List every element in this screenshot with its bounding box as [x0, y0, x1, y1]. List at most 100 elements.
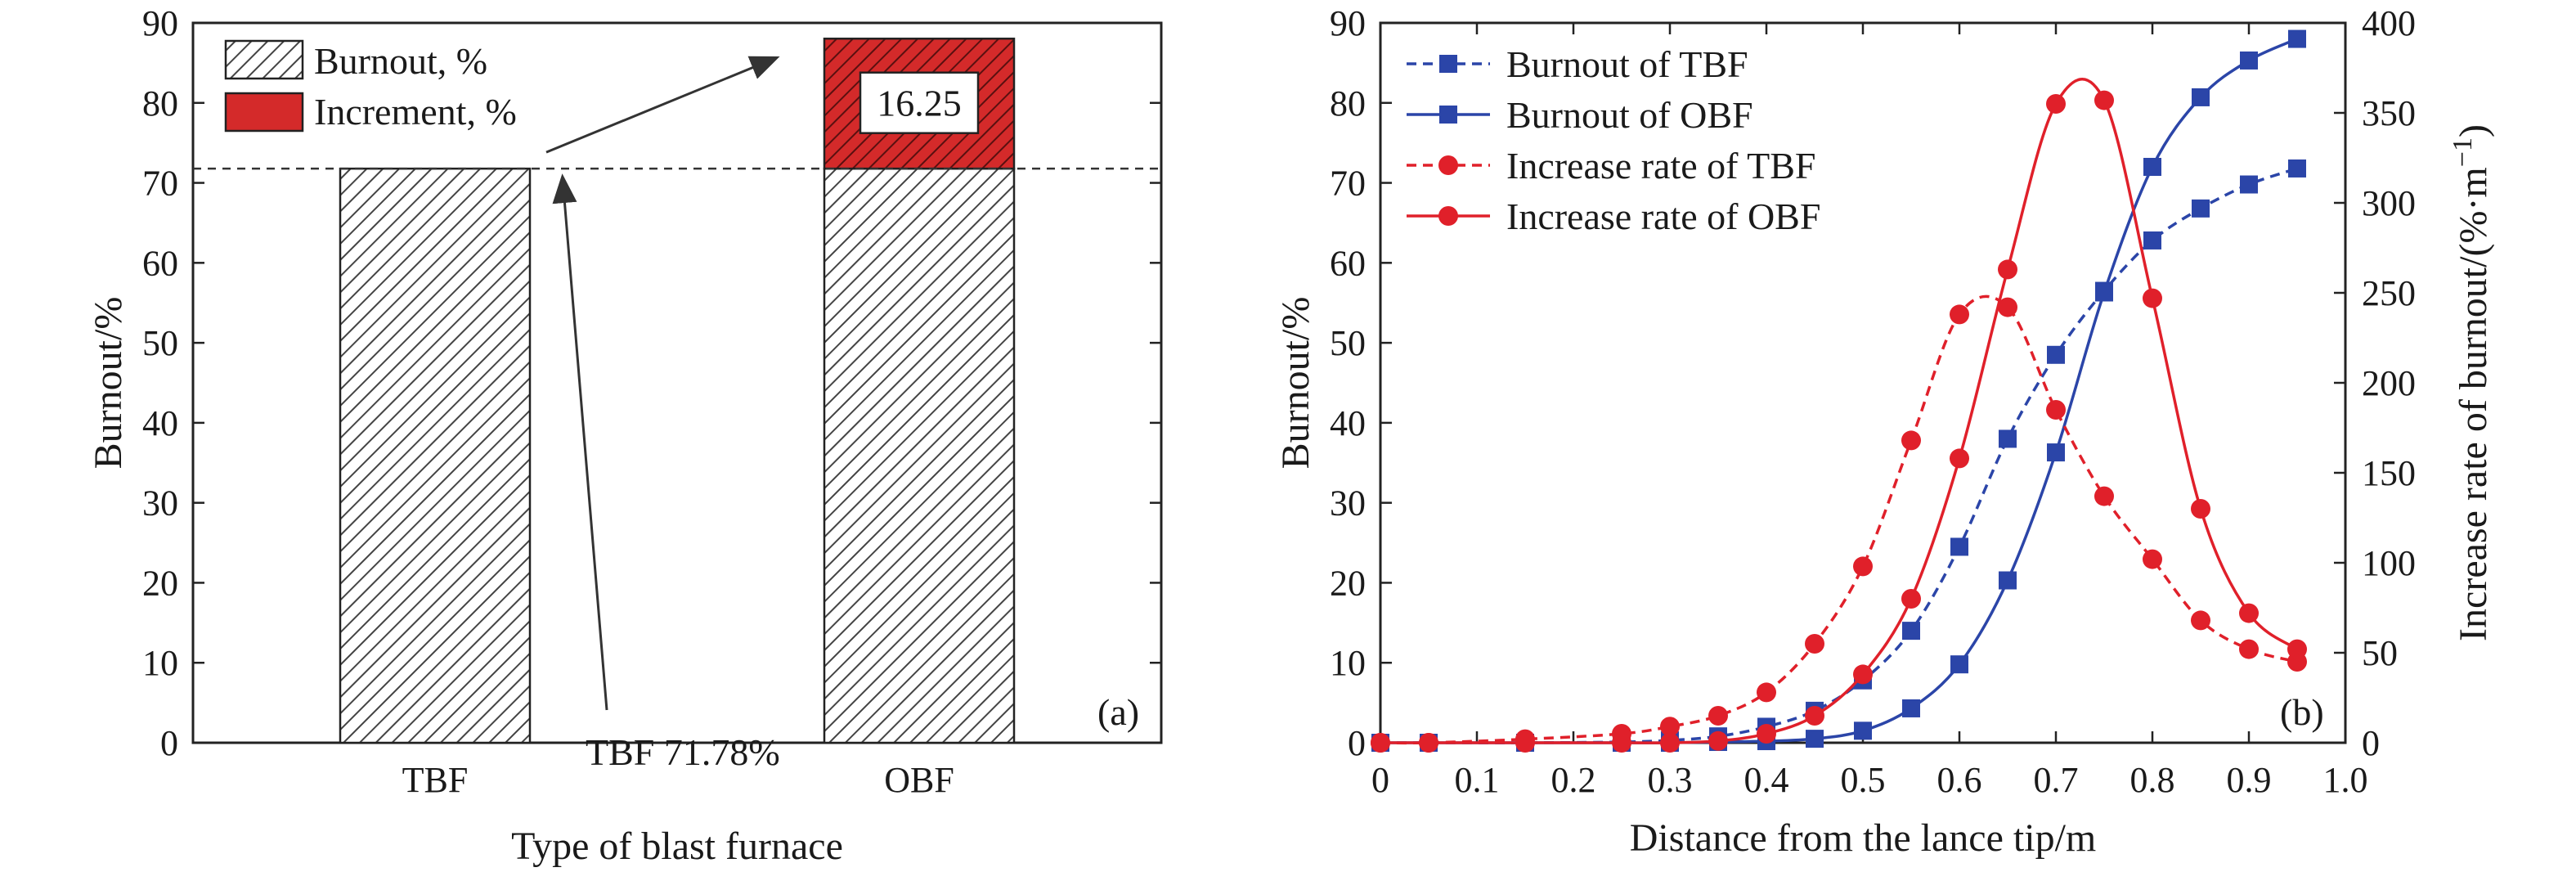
- reference-line-label: TBF 71.78%: [586, 731, 780, 773]
- panel-b-series: [1371, 29, 2307, 753]
- point-increase-rate-of-obf: [1612, 733, 1631, 753]
- y-tick-label: 90: [1330, 3, 1366, 43]
- y2-tick-label: 100: [2362, 543, 2416, 583]
- x-tick-label: 0.1: [1455, 760, 1500, 800]
- panel-a-legend: Burnout, % Increment, %: [224, 39, 517, 133]
- point-increase-rate-of-tbf: [2094, 486, 2114, 506]
- point-increase-rate-of-obf: [2094, 90, 2114, 110]
- point-increase-rate-of-tbf: [1660, 717, 1680, 737]
- point-increase-rate-of-tbf: [1757, 682, 1776, 703]
- point-increase-rate-of-tbf: [2191, 610, 2210, 631]
- legend-marker-increase-rate-of-obf: [1438, 206, 1458, 226]
- panel-a-y-axis-title: Burnout/%: [87, 297, 130, 470]
- point-burnout-of-obf: [2192, 88, 2210, 106]
- y2-tick-label: 0: [2362, 723, 2380, 763]
- y-tick-label: 60: [1330, 243, 1366, 283]
- y-tick-label: 90: [142, 3, 178, 43]
- point-burnout-of-obf: [2047, 443, 2065, 462]
- y2-tick-label: 350: [2362, 93, 2416, 133]
- x-tick-label: 0.9: [2227, 760, 2272, 800]
- point-burnout-of-obf: [1950, 655, 1968, 674]
- y-tick-label: 50: [142, 323, 178, 363]
- point-increase-rate-of-obf: [2287, 639, 2307, 659]
- point-burnout-of-tbf: [2047, 345, 2065, 364]
- point-increase-rate-of-obf: [1371, 733, 1390, 753]
- point-increase-rate-of-obf: [1950, 448, 1969, 469]
- point-burnout-of-obf: [2288, 29, 2306, 48]
- right-axis-title-main: Increase rate of burnout/(%·m: [2452, 167, 2495, 641]
- point-burnout-of-obf: [1854, 721, 1872, 740]
- right-axis-title-exponent: −1: [2448, 137, 2478, 167]
- point-increase-rate-of-tbf: [2046, 400, 2066, 420]
- point-burnout-of-obf: [2095, 283, 2113, 302]
- y-tick-label: 0: [160, 723, 178, 763]
- y-tick-label: 10: [142, 643, 178, 683]
- point-increase-rate-of-obf: [2239, 603, 2259, 623]
- y-tick-label: 40: [142, 403, 178, 443]
- point-increase-rate-of-obf: [1998, 259, 2017, 280]
- panel-b-x-axis-title: Distance from the lance tip/m: [1630, 816, 2096, 860]
- y-tick-label: 20: [142, 563, 178, 603]
- y-tick-label: 40: [1330, 403, 1366, 443]
- point-increase-rate-of-tbf: [2143, 549, 2162, 569]
- panel-a-bar-chart: 0 10 20 30 40 50 60 70 80 90 TBF OBF TBF 71.78% 16.…: [87, 3, 1163, 868]
- bar-tbf-burnout: [339, 167, 532, 744]
- panel-b-line-chart: 0 0.1 0.2 0.3 0.4 0.5 0.6 0.7 0.8 0.9 1.0010203040…: [1274, 3, 2495, 860]
- point-increase-rate-of-obf: [1757, 724, 1776, 744]
- panel-a-x-axis-title: Type of blast furnace: [511, 825, 843, 868]
- point-increase-rate-of-obf: [2191, 499, 2210, 519]
- panel-b-legend: Burnout of TBF Burnout of OBF Increase rat…: [1407, 43, 1820, 237]
- point-increase-rate-of-obf: [1660, 733, 1680, 753]
- panel-a-bars: [339, 38, 1016, 744]
- point-increase-rate-of-tbf: [1950, 304, 1969, 325]
- legend-label-burnout-of-tbf: Burnout of TBF: [1506, 43, 1748, 85]
- point-increase-rate-of-obf: [1419, 733, 1438, 753]
- x-tick-label: 0.4: [1744, 760, 1789, 800]
- panel-b-right-axis-title: Increase rate of burnout/(%·m−1): [2448, 124, 2495, 641]
- legend-swatch-burnout: [224, 39, 304, 80]
- y-tick-label: 70: [1330, 164, 1366, 204]
- x-tick-label: 0.8: [2130, 760, 2175, 800]
- point-increase-rate-of-tbf: [1998, 297, 2017, 317]
- panel-a-label: (a): [1097, 691, 1139, 733]
- y-tick-label: 80: [1330, 83, 1366, 124]
- point-increase-rate-of-tbf: [1805, 634, 1824, 654]
- legend-label-increment: Increment, %: [314, 91, 517, 133]
- point-increase-rate-of-obf: [2143, 288, 2162, 308]
- y2-tick-label: 250: [2362, 273, 2416, 313]
- legend-marker-increase-rate-of-tbf: [1438, 155, 1458, 175]
- x-tick-label: 1.0: [2323, 760, 2368, 800]
- point-burnout-of-tbf: [2143, 231, 2161, 249]
- point-increase-rate-of-obf: [1515, 733, 1535, 753]
- y-tick-label: 20: [1330, 563, 1366, 603]
- legend-label-increase-rate-of-tbf: Increase rate of TBF: [1506, 145, 1816, 187]
- point-burnout-of-obf: [1806, 730, 1824, 748]
- x-tick-label: 0.3: [1648, 760, 1693, 800]
- y2-tick-label: 200: [2362, 363, 2416, 403]
- point-burnout-of-obf: [1902, 699, 1920, 717]
- increment-label-box: [859, 71, 980, 134]
- series-line-burnout-of-tbf: [1380, 167, 2298, 744]
- y-tick-label: 30: [142, 483, 178, 524]
- legend-label-burnout: Burnout, %: [314, 40, 487, 82]
- y-tick-label: 0: [1348, 723, 1366, 763]
- legend-swatch-increment: [224, 92, 304, 133]
- y-tick-label: 80: [142, 83, 178, 124]
- y-tick-label: 60: [142, 243, 178, 283]
- point-increase-rate-of-tbf: [2239, 639, 2259, 659]
- point-increase-rate-of-obf: [1805, 706, 1824, 726]
- panel-b-y-axis-title: Burnout/%: [1274, 297, 1317, 470]
- y2-tick-label: 400: [2362, 3, 2416, 43]
- legend-marker-burnout-of-obf: [1439, 106, 1457, 124]
- point-burnout-of-tbf: [2240, 175, 2258, 194]
- legend-label-increase-rate-of-obf: Increase rate of OBF: [1506, 196, 1820, 237]
- point-burnout-of-obf: [2240, 51, 2258, 70]
- point-burnout-of-tbf: [2192, 199, 2210, 218]
- point-increase-rate-of-obf: [1901, 589, 1921, 609]
- point-increase-rate-of-tbf: [1853, 556, 1873, 577]
- x-tick-label: 0.2: [1551, 760, 1596, 800]
- point-increase-rate-of-obf: [1708, 730, 1728, 751]
- point-burnout-of-tbf: [1902, 622, 1920, 641]
- y2-tick-label: 150: [2362, 453, 2416, 493]
- panel-b-label: (b): [2280, 691, 2324, 733]
